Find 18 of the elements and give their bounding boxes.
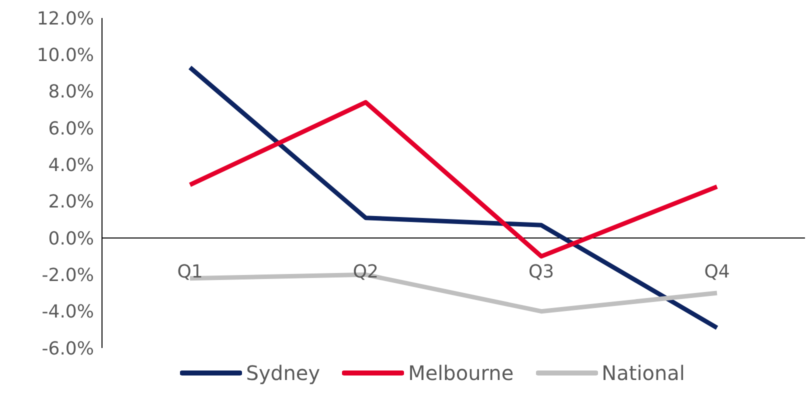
y-tick-label: -6.0% bbox=[42, 338, 94, 360]
line-series bbox=[188, 100, 720, 259]
legend-label: Sydney bbox=[246, 361, 320, 385]
x-tick-label: Q2 bbox=[352, 261, 378, 282]
legend-label: National bbox=[602, 361, 685, 385]
y-tick-label: 4.0% bbox=[48, 155, 94, 176]
y-tick-label: -2.0% bbox=[42, 265, 94, 286]
y-tick-label: 6.0% bbox=[48, 118, 94, 140]
y-tick-label: 2.0% bbox=[48, 192, 94, 213]
y-tick-label: -4.0% bbox=[42, 302, 94, 323]
y-tick-label: 8.0% bbox=[48, 82, 94, 103]
x-tick-label: Q1 bbox=[177, 261, 203, 282]
y-tick-label: 0.0% bbox=[48, 228, 94, 250]
x-tick-label: Q3 bbox=[528, 261, 554, 282]
legend-label: Melbourne bbox=[408, 361, 514, 385]
y-tick-label: 12.0% bbox=[36, 8, 94, 30]
x-tick-label: Q4 bbox=[704, 261, 730, 282]
y-tick-label: 10.0% bbox=[36, 45, 94, 66]
